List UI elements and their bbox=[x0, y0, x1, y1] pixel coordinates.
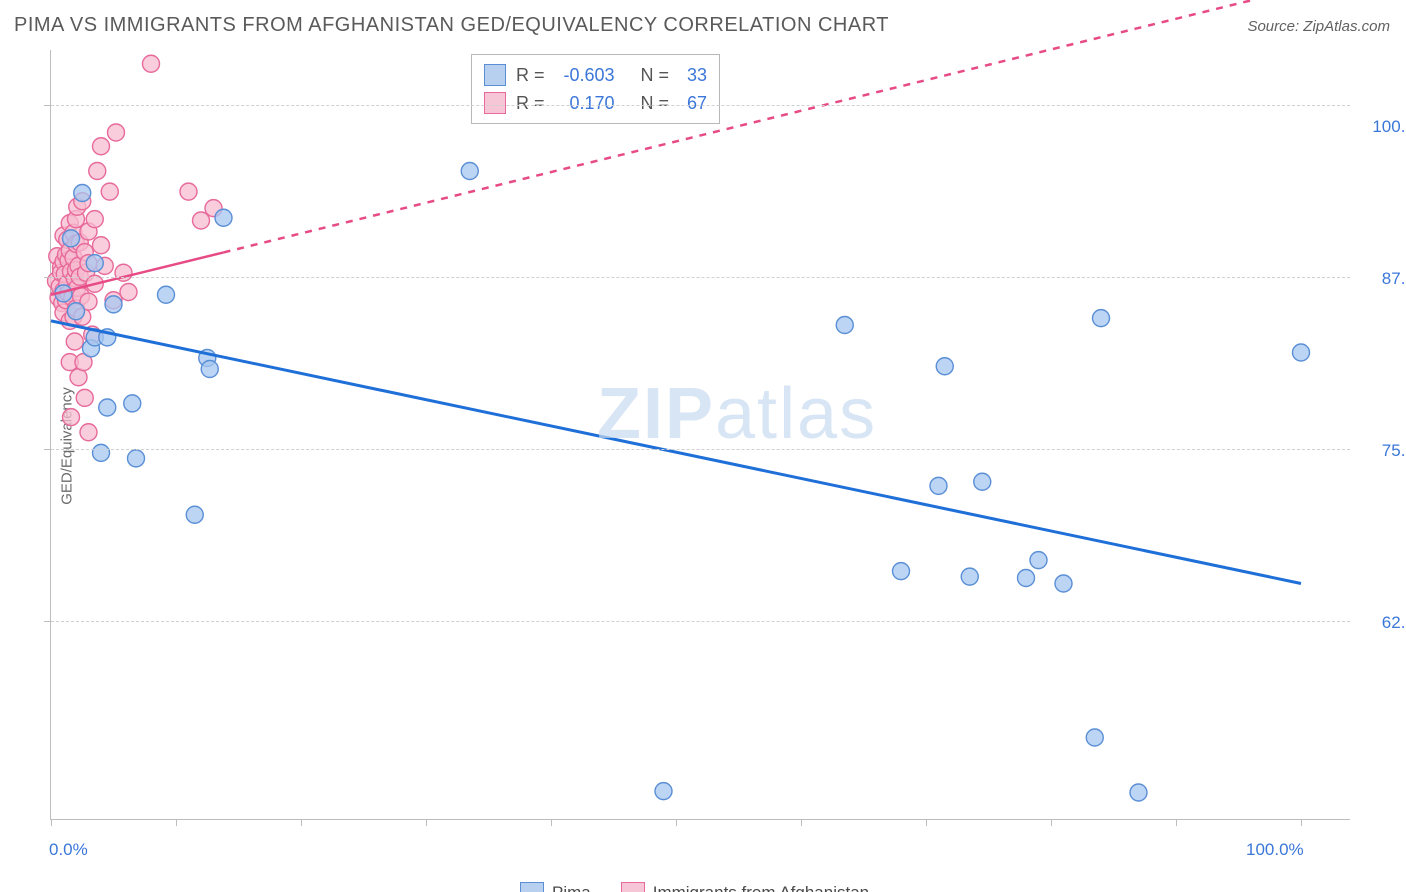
scatter-point bbox=[1018, 570, 1035, 587]
x-tick bbox=[51, 819, 52, 826]
legend-stats-row: R = 0.170 N = 67 bbox=[484, 89, 707, 117]
legend-r-label: R = bbox=[516, 65, 545, 86]
scatter-point bbox=[93, 444, 110, 461]
scatter-point bbox=[201, 361, 218, 378]
scatter-point bbox=[99, 399, 116, 416]
legend-series-name: Immigrants from Afghanistan bbox=[653, 883, 869, 892]
scatter-point bbox=[1086, 729, 1103, 746]
legend-stats-row: R = -0.603 N = 33 bbox=[484, 61, 707, 89]
scatter-point bbox=[655, 783, 672, 800]
x-tick-label: 100.0% bbox=[1246, 840, 1304, 860]
plot-area: ZIPatlas R =-0.603N =33R =0.170N =67 62.… bbox=[50, 50, 1350, 820]
scatter-point bbox=[124, 395, 141, 412]
gridline-h bbox=[51, 621, 1350, 622]
y-tick bbox=[44, 449, 51, 450]
y-tick bbox=[44, 621, 51, 622]
chart-title: PIMA VS IMMIGRANTS FROM AFGHANISTAN GED/… bbox=[14, 14, 889, 37]
legend-swatch bbox=[621, 882, 645, 892]
y-tick bbox=[44, 105, 51, 106]
scatter-point bbox=[974, 473, 991, 490]
legend-n-label: N = bbox=[641, 93, 670, 114]
x-tick bbox=[426, 819, 427, 826]
legend-stats-box: R = -0.603 N = 33 R = 0.170 N = 67 bbox=[471, 54, 720, 124]
scatter-point bbox=[186, 506, 203, 523]
x-tick bbox=[551, 819, 552, 826]
scatter-point bbox=[89, 163, 106, 180]
legend-bottom-item: Immigrants from Afghanistan bbox=[621, 882, 869, 892]
x-tick-label: 0.0% bbox=[49, 840, 88, 860]
scatter-point bbox=[86, 255, 103, 272]
x-tick bbox=[1301, 819, 1302, 826]
y-tick-label: 87.5% bbox=[1360, 269, 1406, 289]
x-tick bbox=[301, 819, 302, 826]
scatter-point bbox=[1093, 310, 1110, 327]
x-tick bbox=[801, 819, 802, 826]
gridline-h bbox=[51, 105, 1350, 106]
legend-series-name: Pima bbox=[552, 883, 591, 892]
gridline-h bbox=[51, 277, 1350, 278]
legend-n-value: 67 bbox=[679, 93, 707, 114]
scatter-point bbox=[930, 477, 947, 494]
scatter-point bbox=[1030, 552, 1047, 569]
scatter-point bbox=[63, 230, 80, 247]
scatter-point bbox=[461, 163, 478, 180]
chart-container: PIMA VS IMMIGRANTS FROM AFGHANISTAN GED/… bbox=[0, 0, 1406, 892]
scatter-point bbox=[180, 183, 197, 200]
scatter-point bbox=[86, 211, 103, 228]
y-tick-label: 100.0% bbox=[1360, 117, 1406, 137]
y-tick-label: 75.0% bbox=[1360, 441, 1406, 461]
plot-svg bbox=[51, 50, 1350, 819]
scatter-point bbox=[63, 409, 80, 426]
x-tick bbox=[676, 819, 677, 826]
scatter-point bbox=[143, 55, 160, 72]
regression-line-dashed bbox=[224, 0, 1302, 252]
legend-r-value: -0.603 bbox=[555, 65, 615, 86]
x-tick bbox=[1051, 819, 1052, 826]
scatter-point bbox=[66, 333, 83, 350]
legend-r-label: R = bbox=[516, 93, 545, 114]
scatter-point bbox=[68, 303, 85, 320]
scatter-point bbox=[80, 424, 97, 441]
legend-swatch bbox=[484, 92, 506, 114]
x-tick bbox=[1176, 819, 1177, 826]
scatter-point bbox=[108, 124, 125, 141]
scatter-point bbox=[158, 286, 175, 303]
scatter-point bbox=[936, 358, 953, 375]
scatter-point bbox=[961, 568, 978, 585]
legend-r-value: 0.170 bbox=[555, 93, 615, 114]
scatter-point bbox=[101, 183, 118, 200]
regression-line-solid bbox=[51, 321, 1301, 584]
legend-bottom-item: Pima bbox=[520, 882, 591, 892]
scatter-point bbox=[105, 296, 122, 313]
source-attribution: Source: ZipAtlas.com bbox=[1247, 18, 1390, 35]
y-tick bbox=[44, 277, 51, 278]
legend-n-value: 33 bbox=[679, 65, 707, 86]
scatter-point bbox=[120, 284, 137, 301]
scatter-point bbox=[215, 209, 232, 226]
scatter-point bbox=[1293, 344, 1310, 361]
scatter-point bbox=[1130, 784, 1147, 801]
scatter-point bbox=[128, 450, 145, 467]
scatter-point bbox=[93, 237, 110, 254]
y-tick-label: 62.5% bbox=[1360, 613, 1406, 633]
legend-bottom: Pima Immigrants from Afghanistan bbox=[520, 882, 869, 892]
legend-swatch bbox=[520, 882, 544, 892]
scatter-point bbox=[836, 317, 853, 334]
scatter-point bbox=[893, 563, 910, 580]
legend-swatch bbox=[484, 64, 506, 86]
scatter-point bbox=[74, 185, 91, 202]
scatter-point bbox=[93, 138, 110, 155]
x-tick bbox=[176, 819, 177, 826]
gridline-h bbox=[51, 449, 1350, 450]
legend-n-label: N = bbox=[641, 65, 670, 86]
scatter-point bbox=[70, 369, 87, 386]
scatter-point bbox=[1055, 575, 1072, 592]
scatter-point bbox=[76, 389, 93, 406]
x-tick bbox=[926, 819, 927, 826]
